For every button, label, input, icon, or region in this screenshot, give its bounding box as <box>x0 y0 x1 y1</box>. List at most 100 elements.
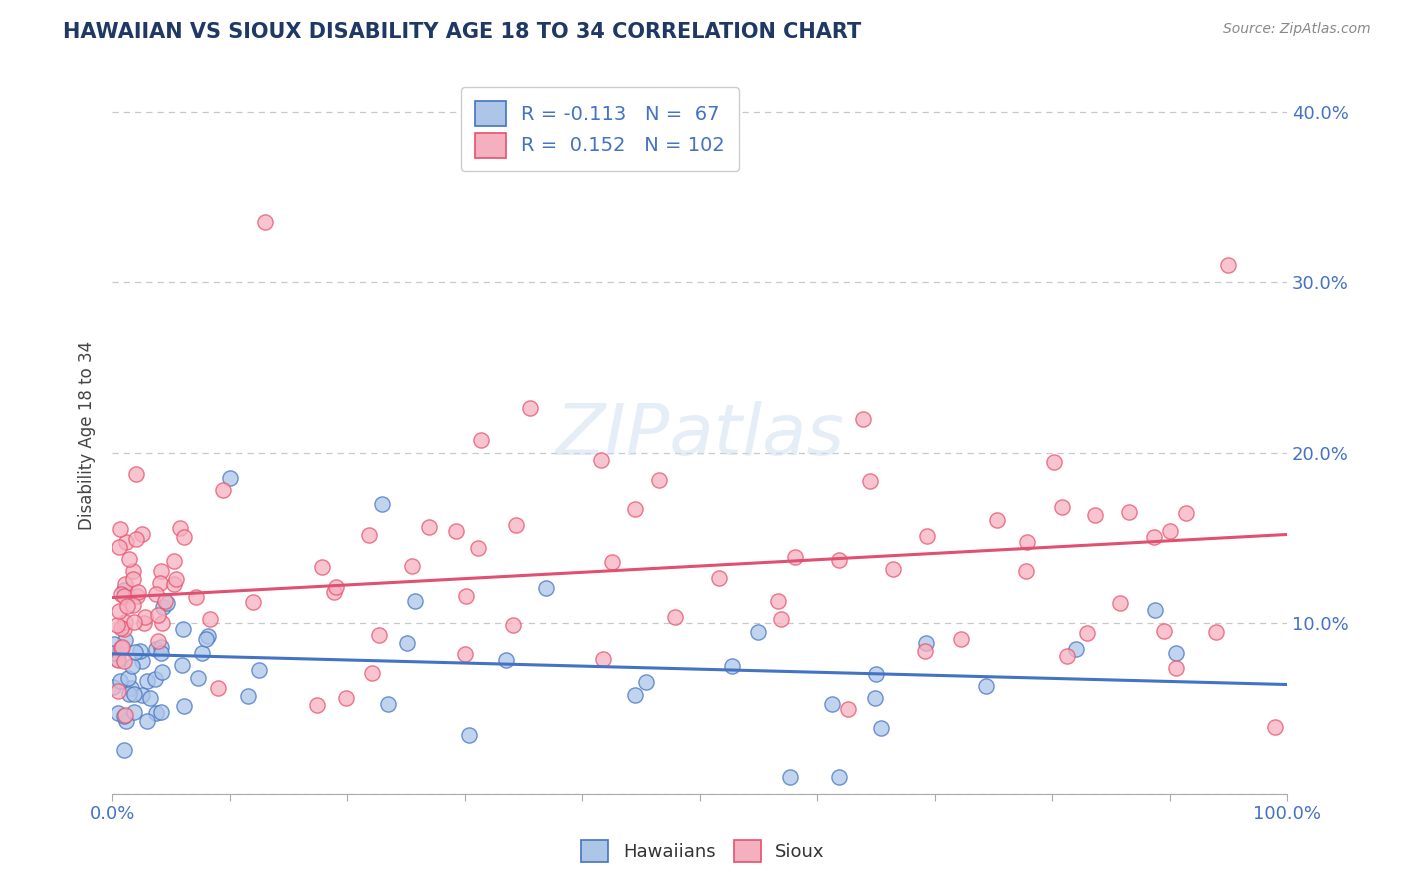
Point <box>107 683 129 698</box>
Point <box>124 687 146 701</box>
Point <box>721 659 744 673</box>
Point <box>114 589 136 603</box>
Point <box>247 663 270 677</box>
Point <box>914 643 936 657</box>
Point <box>949 632 972 647</box>
Point <box>1218 258 1240 272</box>
Point <box>101 680 124 694</box>
Point <box>359 528 381 542</box>
Point <box>110 587 132 601</box>
Point <box>974 679 997 693</box>
Point <box>236 690 259 704</box>
Point <box>1076 626 1098 640</box>
Point <box>129 644 152 658</box>
Point <box>131 527 153 541</box>
Point <box>828 553 851 567</box>
Point <box>534 581 557 595</box>
Point <box>125 467 148 481</box>
Point <box>108 540 131 554</box>
Point <box>163 554 186 568</box>
Point <box>404 594 426 608</box>
Point <box>454 590 477 604</box>
Point <box>186 590 208 604</box>
Point <box>869 722 891 736</box>
Point <box>114 709 136 723</box>
Point <box>747 625 769 640</box>
Point <box>121 572 143 586</box>
Point <box>325 580 347 594</box>
Point <box>377 697 399 711</box>
Point <box>505 517 527 532</box>
Point <box>125 589 148 603</box>
Point <box>467 541 489 555</box>
Point <box>124 705 146 719</box>
Point <box>166 573 188 587</box>
Point <box>865 667 887 681</box>
Point <box>107 646 129 660</box>
Point <box>108 604 131 618</box>
Point <box>1164 660 1187 674</box>
Point <box>125 532 148 546</box>
Point <box>707 571 730 585</box>
Point <box>132 616 155 631</box>
Point <box>623 688 645 702</box>
Point <box>1144 603 1167 617</box>
Point <box>1166 646 1188 660</box>
Point <box>837 702 859 716</box>
Point <box>118 552 141 566</box>
Point <box>155 594 177 608</box>
Point <box>150 616 173 631</box>
Point <box>1056 648 1078 663</box>
Point <box>118 687 141 701</box>
Point <box>121 659 143 673</box>
Text: ZIPatlas: ZIPatlas <box>555 401 844 470</box>
Point <box>136 673 159 688</box>
Point <box>107 653 129 667</box>
Point <box>368 628 391 642</box>
Point <box>454 647 477 661</box>
Point <box>115 714 138 729</box>
Point <box>207 681 229 695</box>
Legend: Hawaiians, Sioux: Hawaiians, Sioux <box>574 833 832 870</box>
Point <box>1118 505 1140 519</box>
Point <box>127 584 149 599</box>
Point <box>150 565 173 579</box>
Point <box>124 645 146 659</box>
Point <box>134 610 156 624</box>
Point <box>1205 625 1227 640</box>
Point <box>197 629 219 643</box>
Point <box>187 671 209 685</box>
Point <box>112 583 135 598</box>
Point <box>105 652 128 666</box>
Point <box>115 588 138 602</box>
Point <box>121 564 143 578</box>
Point <box>143 672 166 686</box>
Point <box>148 608 170 623</box>
Text: HAWAIIAN VS SIOUX DISABILITY AGE 18 TO 34 CORRELATION CHART: HAWAIIAN VS SIOUX DISABILITY AGE 18 TO 3… <box>63 22 862 42</box>
Point <box>211 483 233 497</box>
Point <box>195 632 218 647</box>
Point <box>457 727 479 741</box>
Point <box>863 690 886 705</box>
Point <box>150 646 173 660</box>
Text: Source: ZipAtlas.com: Source: ZipAtlas.com <box>1223 22 1371 37</box>
Point <box>111 640 134 655</box>
Point <box>145 587 167 601</box>
Point <box>145 642 167 657</box>
Point <box>311 560 333 574</box>
Point <box>138 690 160 705</box>
Point <box>1015 564 1038 578</box>
Point <box>108 522 131 536</box>
Point <box>647 473 669 487</box>
Point <box>852 412 875 426</box>
Point <box>591 453 613 467</box>
Point <box>986 513 1008 527</box>
Point <box>173 698 195 713</box>
Point <box>163 576 186 591</box>
Point <box>253 215 276 229</box>
Point <box>418 520 440 534</box>
Point <box>371 497 394 511</box>
Point <box>148 576 170 591</box>
Point <box>115 535 138 549</box>
Point <box>120 681 142 695</box>
